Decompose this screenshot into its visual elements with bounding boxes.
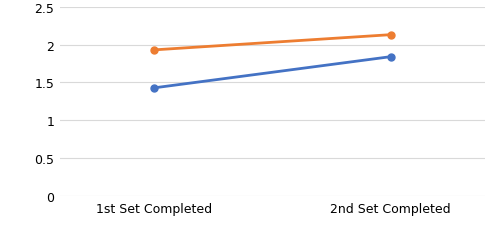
Line: computer: computer — [151, 32, 394, 54]
Line: paper: paper — [151, 54, 394, 92]
computer — [388, 34, 394, 37]
paper — [388, 56, 394, 59]
paper — [152, 87, 158, 90]
computer — [152, 49, 158, 52]
